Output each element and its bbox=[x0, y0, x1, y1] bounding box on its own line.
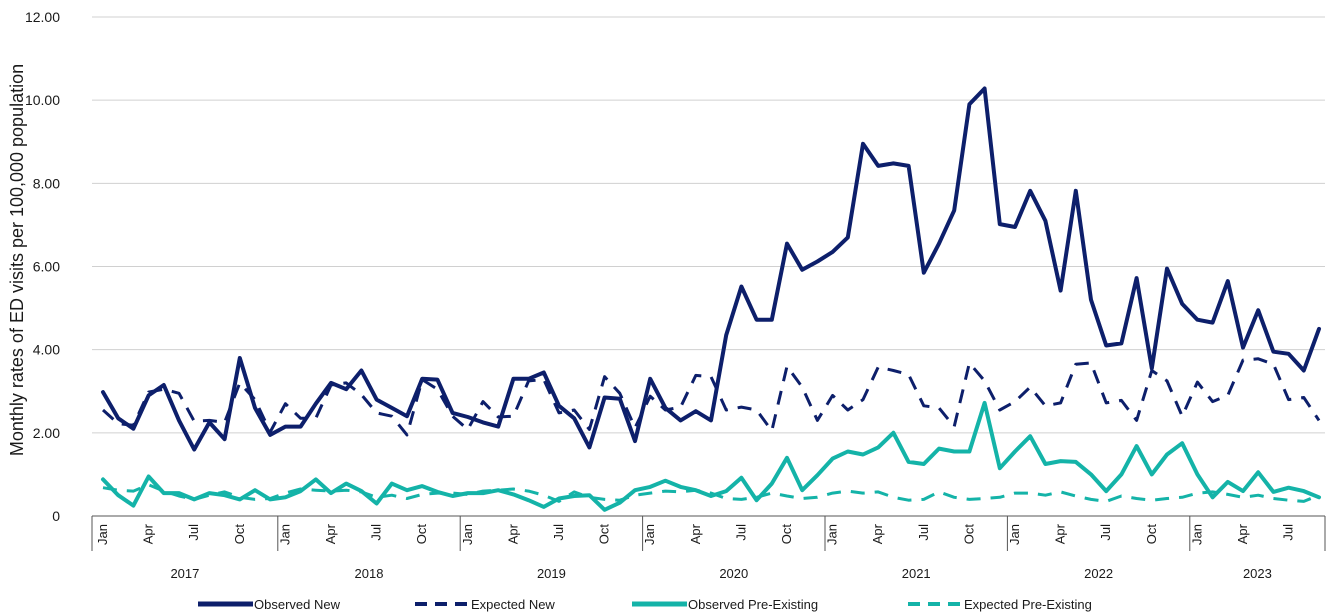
gridlines bbox=[92, 16, 1325, 434]
month-label: Apr bbox=[688, 523, 703, 544]
y-tick-label: 0 bbox=[52, 508, 60, 524]
year-label: 2022 bbox=[1084, 566, 1113, 581]
legend: Observed New Expected New Observed Pre-Exi… bbox=[198, 597, 1092, 612]
month-label: Oct bbox=[1144, 524, 1159, 545]
series-line-observed-new bbox=[101, 86, 1321, 452]
month-label: Jul bbox=[551, 524, 566, 541]
year-label: 2017 bbox=[170, 566, 199, 581]
series-line-expected-pre-existing bbox=[102, 483, 1320, 503]
legend-label: Observed Pre-Existing bbox=[688, 597, 818, 612]
y-axis-title: Monthly rates of ED visits per 100,000 p… bbox=[7, 64, 27, 456]
x-axis: 2017 2018 2019 2020 2021 2022 2023 Jan Apr Jul Oct… bbox=[91, 515, 1326, 581]
month-label: Apr bbox=[1235, 523, 1250, 544]
y-tick-label: 10.00 bbox=[25, 92, 60, 108]
month-label: Jul bbox=[1281, 524, 1296, 541]
month-label: Jul bbox=[1098, 524, 1113, 541]
month-label: Apr bbox=[505, 523, 520, 544]
month-label: Apr bbox=[323, 523, 338, 544]
y-tick-label: 6.00 bbox=[33, 259, 60, 275]
series-line-expected-new bbox=[101, 357, 1321, 437]
month-label: Jan bbox=[277, 524, 292, 545]
year-label: 2018 bbox=[355, 566, 384, 581]
series-line-observed-pre-existing bbox=[101, 400, 1321, 512]
month-label: Oct bbox=[779, 524, 794, 545]
y-tick-label: 12.00 bbox=[25, 9, 60, 25]
series-lines bbox=[101, 86, 1321, 512]
y-tick-label: 4.00 bbox=[33, 342, 60, 358]
legend-label: Observed New bbox=[254, 597, 341, 612]
month-label: Jul bbox=[369, 524, 384, 541]
month-label: Jul bbox=[186, 524, 201, 541]
y-tick-label: 8.00 bbox=[33, 175, 60, 191]
y-tick-label: 2.00 bbox=[33, 425, 60, 441]
month-label: Jan bbox=[460, 524, 475, 545]
month-label: Apr bbox=[1053, 523, 1068, 544]
month-label: Jan bbox=[825, 524, 840, 545]
year-label: 2023 bbox=[1243, 566, 1272, 581]
month-label: Oct bbox=[414, 524, 429, 545]
legend-label: Expected Pre-Existing bbox=[964, 597, 1092, 612]
month-label: Oct bbox=[597, 524, 612, 545]
month-label: Jan bbox=[1189, 524, 1204, 545]
month-label: Jul bbox=[733, 524, 748, 541]
month-label: Jul bbox=[916, 524, 931, 541]
year-label: 2019 bbox=[537, 566, 566, 581]
legend-label: Expected New bbox=[471, 597, 555, 612]
month-label: Jan bbox=[95, 524, 110, 545]
y-axis-tick-labels: 0 2.00 4.00 6.00 8.00 10.00 12.00 bbox=[25, 9, 60, 524]
month-label: Apr bbox=[870, 523, 885, 544]
month-label: Jan bbox=[642, 524, 657, 545]
month-label: Apr bbox=[141, 523, 156, 544]
month-label: Oct bbox=[961, 524, 976, 545]
year-label: 2021 bbox=[902, 566, 931, 581]
year-label: 2020 bbox=[719, 566, 748, 581]
month-label: Oct bbox=[232, 524, 247, 545]
month-label: Jan bbox=[1007, 524, 1022, 545]
